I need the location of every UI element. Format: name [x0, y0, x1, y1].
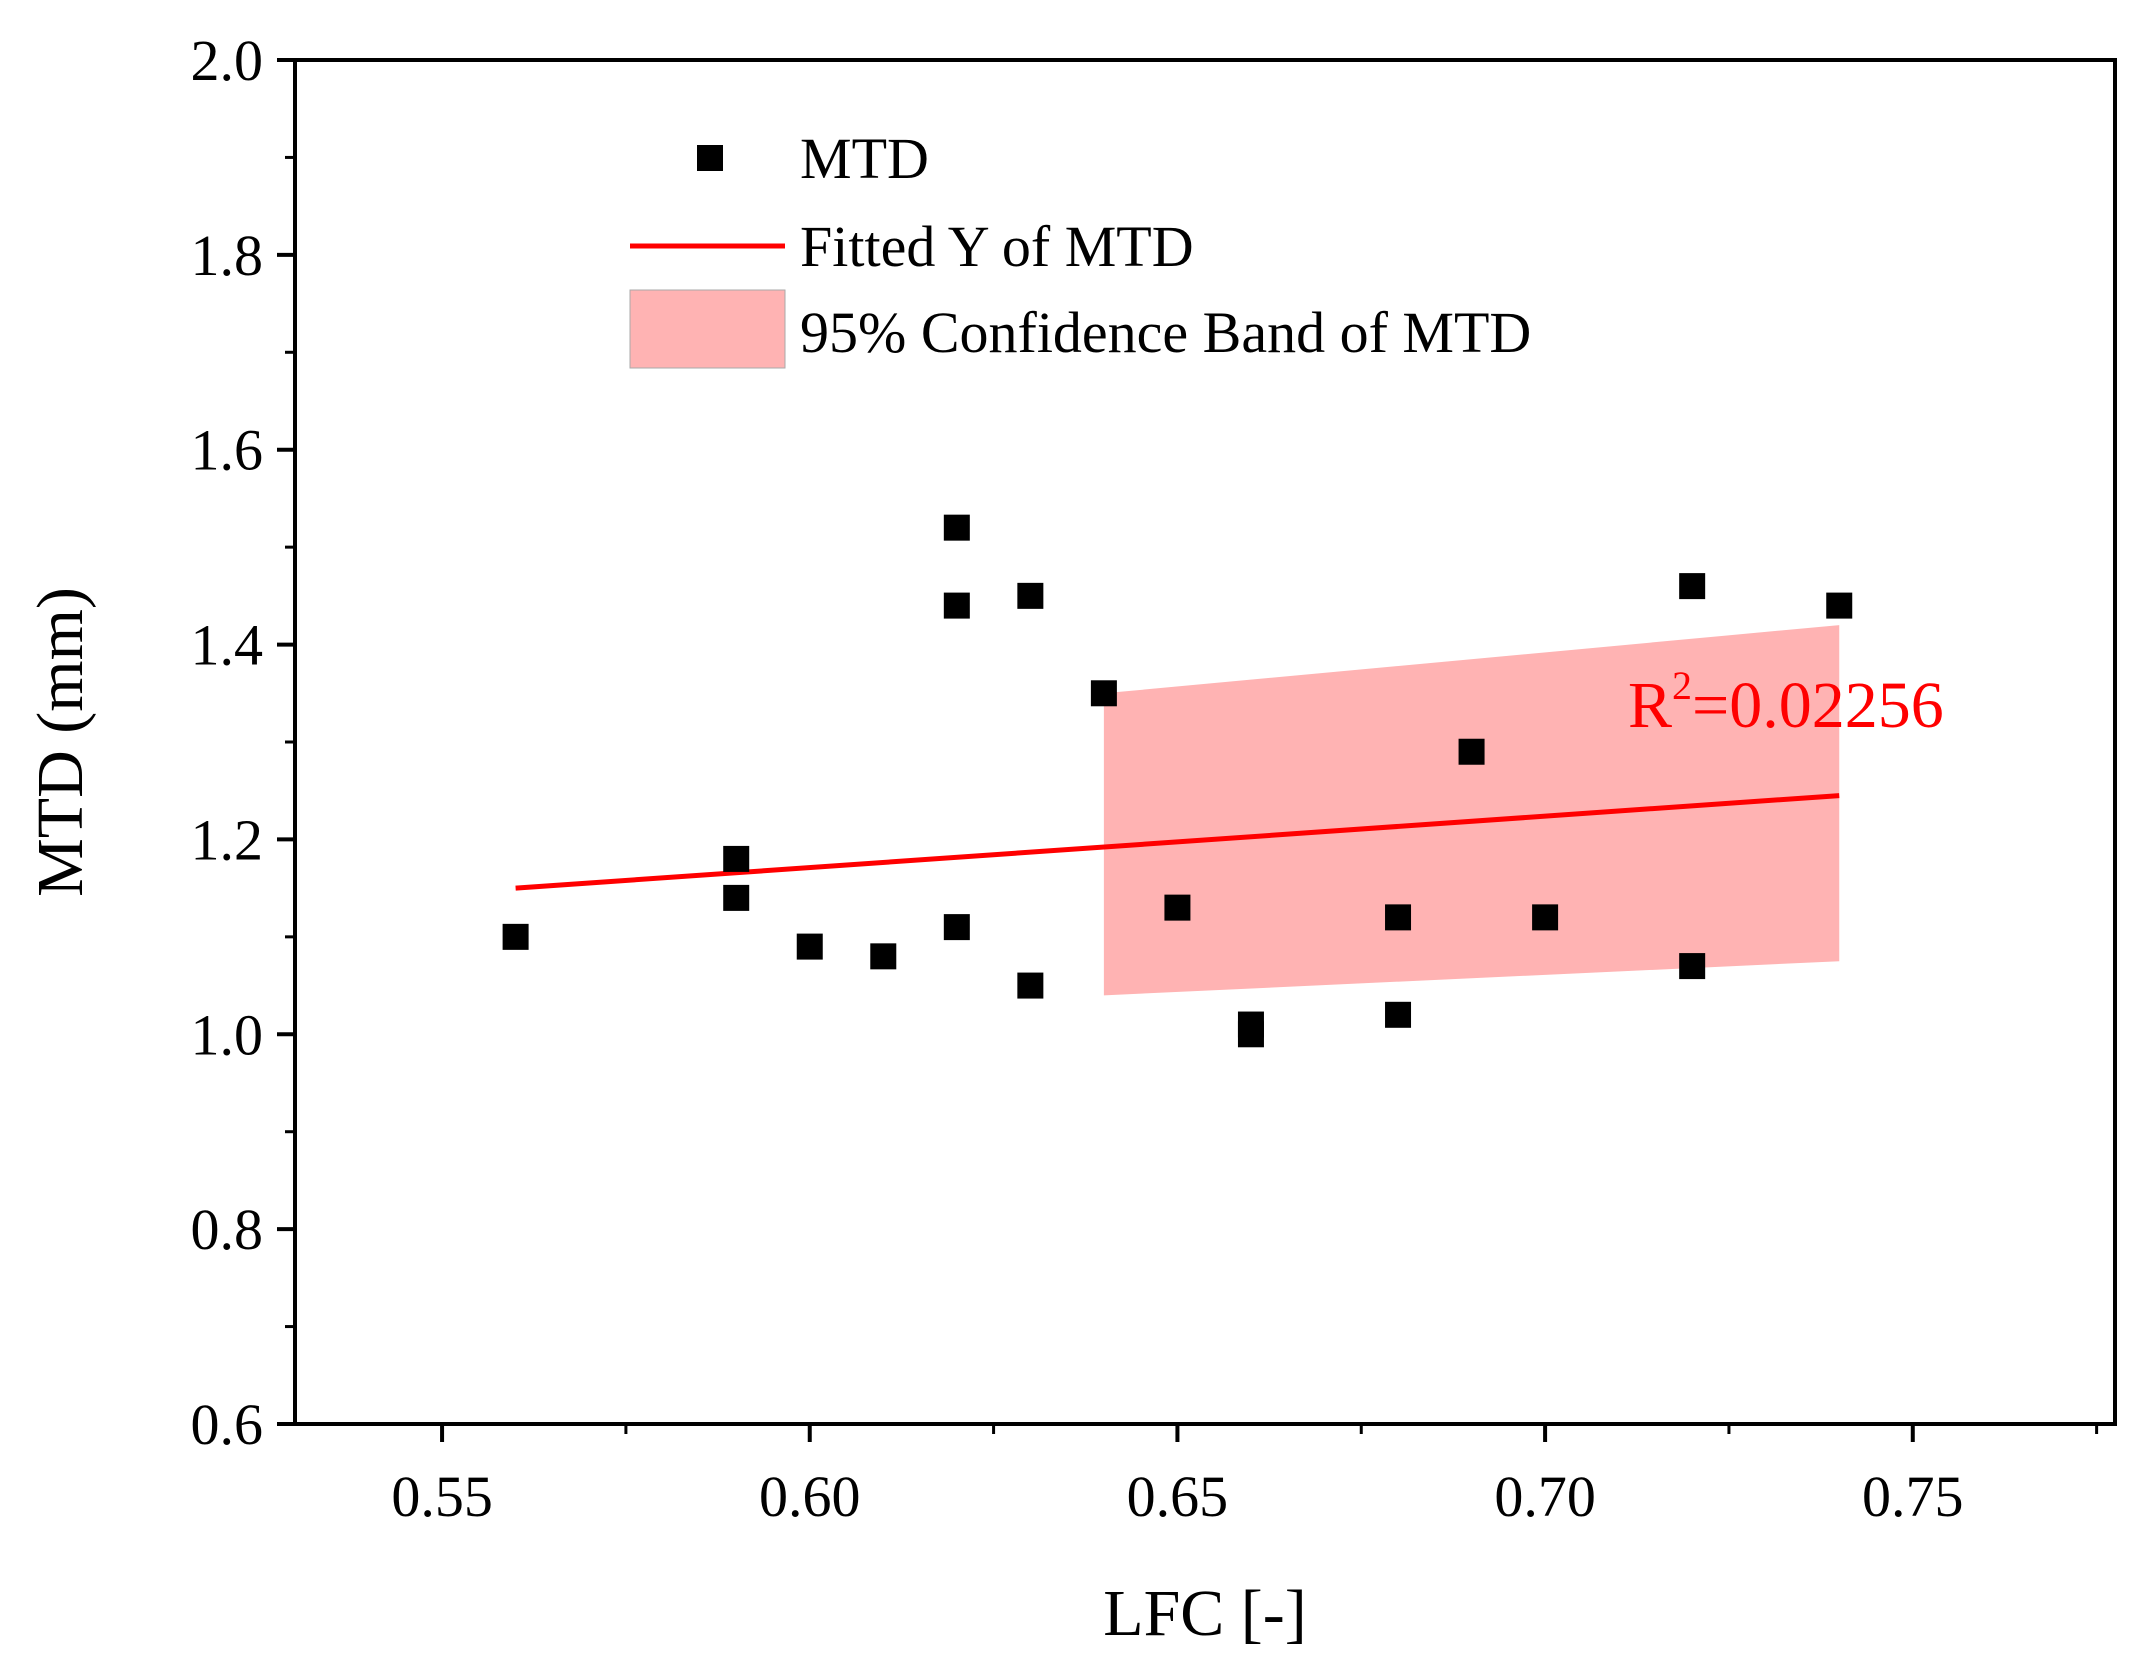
r-squared-superscript: 2 [1672, 663, 1692, 708]
y-tick-label: 0.6 [191, 1392, 264, 1457]
data-point [943, 592, 970, 619]
legend-label-mtd: MTD [800, 126, 929, 191]
data-point [502, 923, 529, 950]
y-tick-label: 2.0 [191, 28, 264, 93]
x-ticks: 0.55 0.60 0.65 0.70 0.75 [391, 1424, 2099, 1529]
data-point [1385, 1001, 1412, 1028]
r-squared-base: R [1628, 669, 1672, 742]
confidence-band-layer [1103, 625, 1840, 996]
data-point [1090, 680, 1117, 707]
y-tick-label: 1.6 [191, 418, 264, 483]
r-squared-value: =0.02256 [1692, 669, 1944, 742]
data-point [1458, 738, 1485, 765]
data-point [796, 933, 823, 960]
data-point [1826, 592, 1853, 619]
legend: MTD Fitted Y of MTD 95% Confidence Band … [629, 126, 1531, 369]
data-point [1017, 972, 1044, 999]
x-tick-label: 0.55 [391, 1464, 493, 1529]
x-tick-label: 0.60 [759, 1464, 861, 1529]
x-tick-label: 0.75 [1862, 1464, 1964, 1529]
data-point [943, 914, 970, 941]
legend-marker-confidence-band [629, 289, 786, 369]
x-tick-label: 0.70 [1494, 1464, 1596, 1529]
confidence-band [1103, 625, 1840, 996]
y-tick-label: 1.2 [191, 807, 264, 872]
legend-marker-mtd [697, 145, 723, 171]
y-ticks: 0.6 0.8 1.0 1.2 1.4 1.6 1.8 2.0 [191, 28, 295, 1457]
y-axis-title: MTD (mm) [24, 587, 97, 897]
legend-label-confidence-band: 95% Confidence Band of MTD [800, 300, 1531, 365]
scatter-points-layer [502, 514, 1853, 1048]
data-point [723, 845, 750, 872]
data-point [943, 514, 970, 541]
legend-label-fitted-line: Fitted Y of MTD [800, 214, 1194, 279]
data-point [1679, 573, 1706, 600]
data-point [1164, 894, 1191, 921]
data-point [1532, 904, 1559, 931]
data-point [870, 943, 897, 970]
x-axis-title: LFC [-] [1103, 1577, 1306, 1650]
fitted-line [515, 793, 1840, 891]
x-tick-label: 0.65 [1127, 1464, 1229, 1529]
fitted-line-layer [515, 793, 1840, 891]
data-point [1679, 953, 1706, 980]
y-tick-label: 1.8 [191, 223, 264, 288]
data-point [1237, 1021, 1264, 1048]
r-squared-annotation: R2=0.02256 [1628, 663, 1944, 742]
data-point [723, 884, 750, 911]
y-tick-label: 1.0 [191, 1002, 264, 1067]
y-tick-label: 1.4 [191, 613, 264, 678]
data-point [1385, 904, 1412, 931]
data-point [1017, 582, 1044, 609]
y-tick-label: 0.8 [191, 1197, 264, 1262]
